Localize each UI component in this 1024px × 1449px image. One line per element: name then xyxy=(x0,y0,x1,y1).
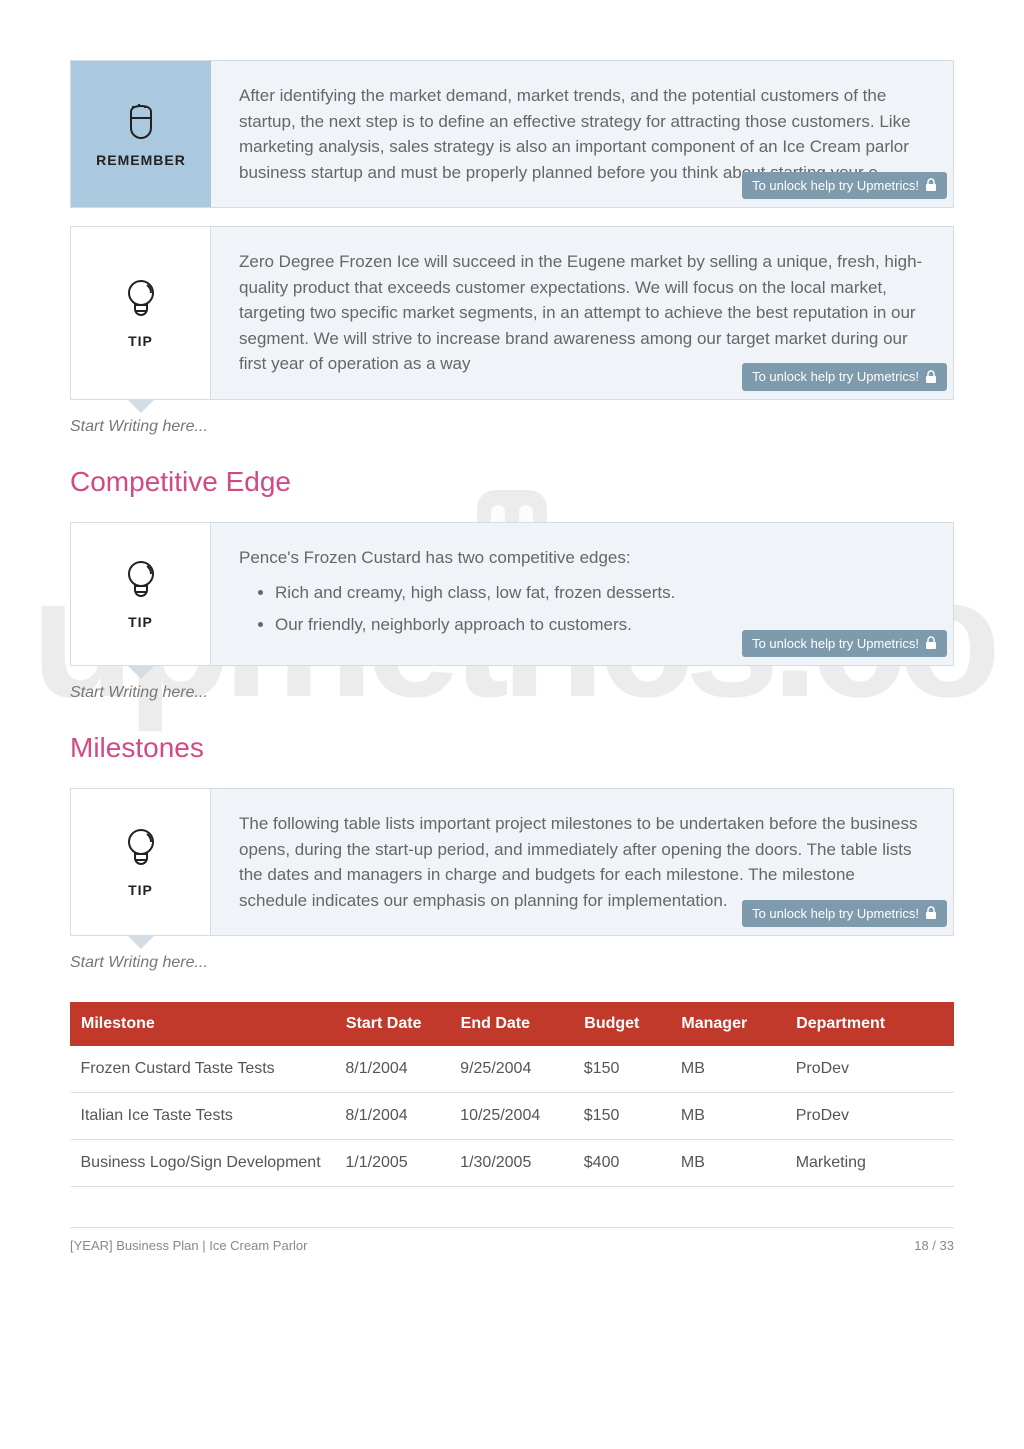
unlock-badge[interactable]: To unlock help try Upmetrics! xyxy=(742,900,947,928)
unlock-text: To unlock help try Upmetrics! xyxy=(752,367,919,387)
list-item: Rich and creamy, high class, low fat, fr… xyxy=(275,580,925,606)
remember-text: After identifying the market demand, mar… xyxy=(239,86,911,182)
callout-tip-2: TIP Pence's Frozen Custard has two compe… xyxy=(70,522,954,667)
heading-milestones: Milestones xyxy=(70,732,954,764)
tip2-list: Rich and creamy, high class, low fat, fr… xyxy=(275,580,925,637)
tip3-label: TIP xyxy=(128,882,153,898)
cell: MB xyxy=(671,1093,786,1140)
callout-tip2-body: Pence's Frozen Custard has two competiti… xyxy=(211,523,953,666)
heading-competitive-edge: Competitive Edge xyxy=(70,466,954,498)
th-dept: Department xyxy=(786,1003,954,1046)
footer-left: [YEAR] Business Plan | Ice Cream Parlor xyxy=(70,1238,307,1253)
th-budget: Budget xyxy=(574,1003,671,1046)
milestones-table: Milestone Start Date End Date Budget Man… xyxy=(70,1002,954,1187)
start-writing-3[interactable]: Start Writing here... xyxy=(70,954,954,972)
tip3-text: The following table lists important proj… xyxy=(239,814,918,910)
callout-tip1-left: TIP xyxy=(71,227,211,399)
cell: 8/1/2004 xyxy=(335,1093,450,1140)
cell: Business Logo/Sign Development xyxy=(71,1140,336,1187)
remember-icon xyxy=(119,100,163,144)
cell: ProDev xyxy=(786,1046,954,1093)
tip-icon xyxy=(121,277,161,325)
cell: Marketing xyxy=(786,1140,954,1187)
callout-tip-1: TIP Zero Degree Frozen Ice will succeed … xyxy=(70,226,954,400)
remember-label: REMEMBER xyxy=(96,152,186,168)
lock-icon xyxy=(925,178,937,192)
cell: MB xyxy=(671,1046,786,1093)
tip1-label: TIP xyxy=(128,333,153,349)
cell: 9/25/2004 xyxy=(450,1046,574,1093)
table-header-row: Milestone Start Date End Date Budget Man… xyxy=(71,1003,954,1046)
lock-icon xyxy=(925,906,937,920)
unlock-text: To unlock help try Upmetrics! xyxy=(752,634,919,654)
callout-tip1-body: Zero Degree Frozen Ice will succeed in t… xyxy=(211,227,953,399)
unlock-badge[interactable]: To unlock help try Upmetrics! xyxy=(742,630,947,658)
th-start: Start Date xyxy=(335,1003,450,1046)
callout-remember-left: REMEMBER xyxy=(71,61,211,207)
start-writing-1[interactable]: Start Writing here... xyxy=(70,418,954,436)
cell: 1/30/2005 xyxy=(450,1140,574,1187)
unlock-badge[interactable]: To unlock help try Upmetrics! xyxy=(742,363,947,391)
callout-tip3-left: TIP xyxy=(71,789,211,935)
callout-remember-body: After identifying the market demand, mar… xyxy=(211,61,953,207)
cell: Italian Ice Taste Tests xyxy=(71,1093,336,1140)
cell: ProDev xyxy=(786,1093,954,1140)
table-row: Frozen Custard Taste Tests 8/1/2004 9/25… xyxy=(71,1046,954,1093)
tip2-label: TIP xyxy=(128,614,153,630)
unlock-badge[interactable]: To unlock help try Upmetrics! xyxy=(742,172,947,200)
lock-icon xyxy=(925,370,937,384)
tip1-text: Zero Degree Frozen Ice will succeed in t… xyxy=(239,252,922,373)
callout-tip2-left: TIP xyxy=(71,523,211,666)
tip2-intro: Pence's Frozen Custard has two competiti… xyxy=(239,545,925,571)
tip-icon xyxy=(121,826,161,874)
tip-icon xyxy=(121,558,161,606)
callout-remember: REMEMBER After identifying the market de… xyxy=(70,60,954,208)
callout-tip-3: TIP The following table lists important … xyxy=(70,788,954,936)
cell: $400 xyxy=(574,1140,671,1187)
callout-tip3-body: The following table lists important proj… xyxy=(211,789,953,935)
page-footer: [YEAR] Business Plan | Ice Cream Parlor … xyxy=(70,1227,954,1253)
cell: 8/1/2004 xyxy=(335,1046,450,1093)
footer-right: 18 / 33 xyxy=(914,1238,954,1253)
unlock-text: To unlock help try Upmetrics! xyxy=(752,176,919,196)
lock-icon xyxy=(925,636,937,650)
cell: 10/25/2004 xyxy=(450,1093,574,1140)
cell: 1/1/2005 xyxy=(335,1140,450,1187)
th-manager: Manager xyxy=(671,1003,786,1046)
th-end: End Date xyxy=(450,1003,574,1046)
start-writing-2[interactable]: Start Writing here... xyxy=(70,684,954,702)
cell: Frozen Custard Taste Tests xyxy=(71,1046,336,1093)
th-milestone: Milestone xyxy=(71,1003,336,1046)
unlock-text: To unlock help try Upmetrics! xyxy=(752,904,919,924)
cell: $150 xyxy=(574,1093,671,1140)
table-row: Business Logo/Sign Development 1/1/2005 … xyxy=(71,1140,954,1187)
cell: $150 xyxy=(574,1046,671,1093)
table-row: Italian Ice Taste Tests 8/1/2004 10/25/2… xyxy=(71,1093,954,1140)
cell: MB xyxy=(671,1140,786,1187)
